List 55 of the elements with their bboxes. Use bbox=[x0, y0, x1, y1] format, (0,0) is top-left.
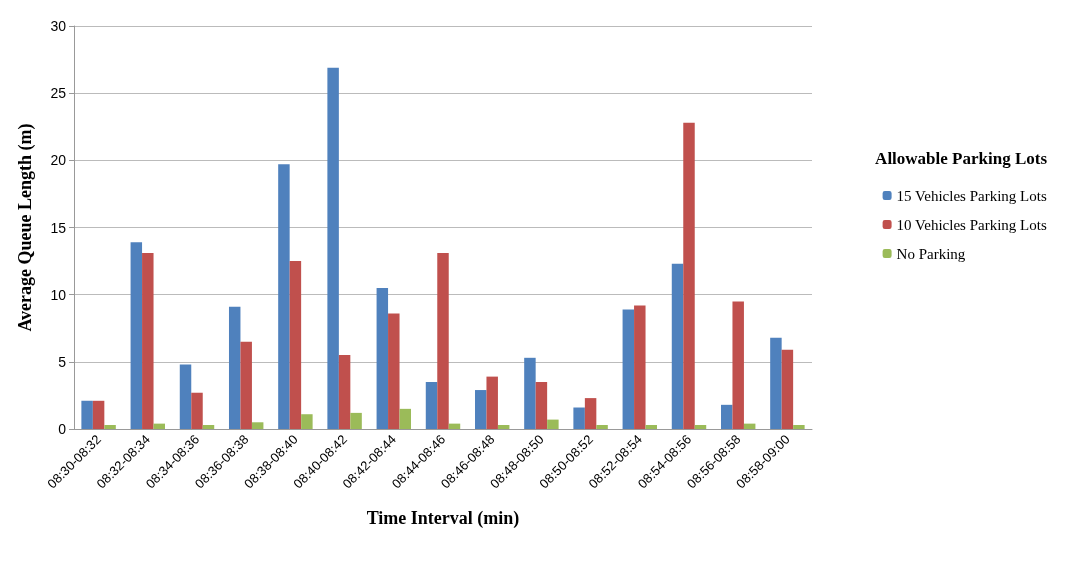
bar bbox=[278, 164, 290, 429]
bar bbox=[104, 424, 116, 429]
bar bbox=[327, 67, 339, 429]
y-tick-label: 10 bbox=[50, 286, 67, 303]
bar bbox=[535, 381, 548, 429]
bar bbox=[251, 422, 264, 429]
bar bbox=[547, 419, 559, 429]
bar bbox=[81, 400, 93, 429]
bar bbox=[228, 306, 241, 429]
bar bbox=[634, 305, 646, 429]
y-tick-label: 5 bbox=[58, 353, 67, 370]
bar bbox=[584, 398, 597, 429]
y-tick-label: 25 bbox=[50, 85, 67, 102]
bar bbox=[524, 357, 536, 429]
bar bbox=[191, 392, 203, 429]
bar bbox=[720, 404, 733, 429]
bar bbox=[437, 253, 449, 429]
bar bbox=[781, 349, 794, 429]
y-tick-label: 15 bbox=[50, 219, 67, 236]
bar bbox=[474, 390, 487, 429]
bar bbox=[486, 376, 498, 429]
bar bbox=[142, 253, 154, 429]
legend-label: 15 Vehicles Parking Lots bbox=[896, 187, 1047, 204]
bar bbox=[793, 424, 805, 429]
bar bbox=[622, 309, 635, 429]
bar bbox=[770, 337, 782, 429]
bar bbox=[671, 263, 684, 429]
bar bbox=[388, 313, 400, 429]
legend-label: No Parking bbox=[896, 245, 966, 262]
bar bbox=[376, 287, 389, 429]
y-axis-title: Average Queue Length (m) bbox=[15, 123, 36, 332]
bar bbox=[289, 261, 302, 429]
bar bbox=[399, 408, 412, 429]
bar bbox=[130, 242, 143, 429]
bar bbox=[732, 301, 744, 429]
bar bbox=[425, 381, 438, 429]
bar bbox=[573, 407, 585, 429]
x-axis-title: Time Interval (min) bbox=[366, 508, 520, 529]
bar bbox=[179, 364, 192, 429]
y-tick-label: 20 bbox=[50, 152, 67, 169]
bar bbox=[497, 424, 510, 429]
bar bbox=[92, 400, 105, 429]
y-tick-label: 30 bbox=[50, 18, 67, 34]
bar bbox=[350, 412, 362, 429]
bar bbox=[338, 355, 351, 429]
bar bbox=[202, 424, 215, 429]
y-tick-label: 0 bbox=[58, 421, 67, 437]
legend-title: Allowable Parking Lots bbox=[875, 149, 1048, 168]
bar bbox=[596, 424, 608, 429]
bar bbox=[683, 122, 695, 429]
bar bbox=[301, 414, 313, 429]
bar bbox=[645, 424, 658, 429]
bar bbox=[240, 341, 252, 429]
bar bbox=[694, 424, 707, 429]
legend-label: 10 Vehicles Parking Lots bbox=[896, 216, 1047, 233]
